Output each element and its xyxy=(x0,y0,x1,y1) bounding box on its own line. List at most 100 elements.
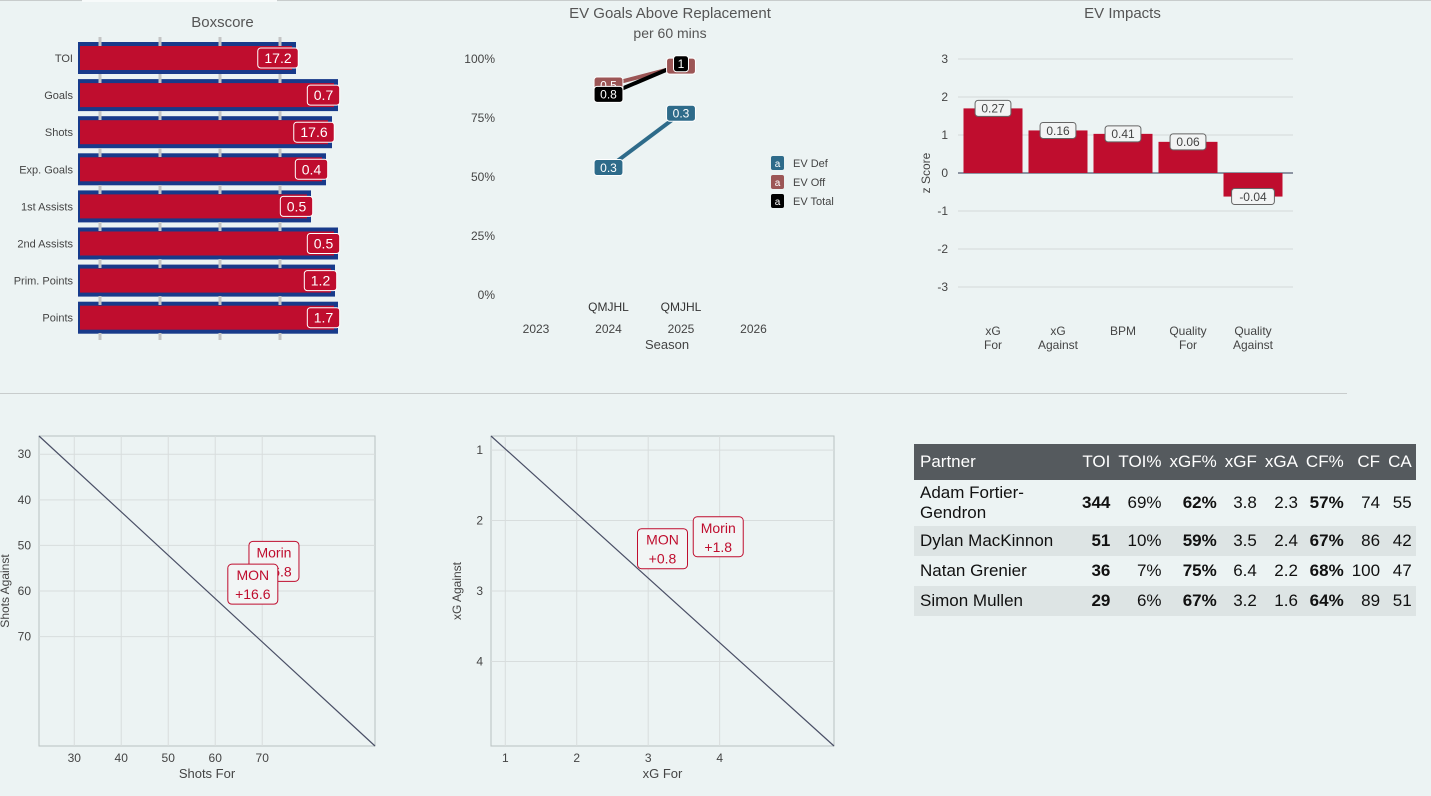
impacts-y-tick: 3 xyxy=(941,52,948,66)
header-xga[interactable]: xGA xyxy=(1260,444,1302,480)
gar-point-label-box xyxy=(673,55,689,73)
impacts-value-label: -0.04 xyxy=(1239,190,1267,204)
gar-legend-swatch xyxy=(771,194,784,208)
toi-pct-cell: 10% xyxy=(1114,526,1166,556)
boxscore-bar xyxy=(80,194,307,219)
boxscore-value-label: 17.2 xyxy=(264,50,291,66)
xgf-cell: 3.5 xyxy=(1220,526,1261,556)
gar-x-tick: 2026 xyxy=(740,322,767,336)
toi-cell: 51 xyxy=(1078,526,1115,556)
xga-cell: 2.2 xyxy=(1260,556,1302,586)
gar-league-label: QMJHL xyxy=(661,300,702,314)
partner-name: Simon Mullen xyxy=(914,586,1078,616)
boxscore-value-label-box xyxy=(294,158,329,180)
boxscore-value-label: 0.4 xyxy=(302,161,322,177)
scatter-y-tick: 3 xyxy=(476,584,483,598)
xgf-cell: 3.2 xyxy=(1220,586,1261,616)
partner-name: Natan Grenier xyxy=(914,556,1078,586)
xgf-cell: 6.4 xyxy=(1220,556,1261,586)
impacts-bar xyxy=(963,108,1023,173)
boxscore-category-label: 2nd Assists xyxy=(17,239,73,251)
header-ca[interactable]: CA xyxy=(1384,444,1416,480)
boxscore-bar xyxy=(80,120,328,145)
gar-y-tick: 25% xyxy=(471,229,495,243)
boxscore-value-label: 1.2 xyxy=(311,273,331,289)
gar-chart: 0% 25% 50% 75% 100% 2023 2024 2025 2026 QMJHL QMJH… xyxy=(464,52,834,352)
gar-legend-label: EV Total xyxy=(793,196,834,208)
boxscore-title: Boxscore xyxy=(191,14,254,31)
impacts-value-label: 0.16 xyxy=(1046,124,1070,138)
ca-cell: 42 xyxy=(1384,526,1416,556)
gar-legend-swatch xyxy=(771,156,784,170)
xga-cell: 2.4 xyxy=(1260,526,1302,556)
header-xgf[interactable]: xGF xyxy=(1220,444,1261,480)
xgf-pct-cell: 67% xyxy=(1165,586,1221,616)
scatter-point-box xyxy=(227,563,279,605)
scatter-point-name: Morin xyxy=(256,544,291,560)
boxscore-category-label: Prim. Points xyxy=(14,276,74,288)
toi-cell: 29 xyxy=(1078,586,1115,616)
header-partner[interactable]: Partner xyxy=(914,444,1078,480)
shots-scatter-chart: 30 40 50 60 70 30 40 50 60 70 Shots For Shots Again… xyxy=(0,435,376,781)
impacts-y-tick: -2 xyxy=(937,242,948,256)
scatter-y-tick: 1 xyxy=(476,443,483,457)
impacts-y-tick: 1 xyxy=(941,128,948,142)
top-divider xyxy=(0,0,1431,1)
ca-cell: 51 xyxy=(1384,586,1416,616)
cf-cell: 74 xyxy=(1347,480,1385,526)
gar-legend-label: EV Def xyxy=(793,158,829,170)
scatter-x-tick: 1 xyxy=(502,751,509,765)
boxscore-bar xyxy=(80,46,292,70)
scatter-point-value: +1.8 xyxy=(704,539,732,555)
partner-name: Dylan MacKinnon xyxy=(914,526,1078,556)
gar-y-tick: 75% xyxy=(471,111,495,125)
impacts-chart: 3 2 1 0 -1 -2 -3 z Score 0.27 xG For 0.16 xG Against 0… xyxy=(919,52,1293,352)
gar-legend-glyph: a xyxy=(775,197,781,208)
gar-x-tick: 2023 xyxy=(523,322,550,336)
toi-pct-cell: 69% xyxy=(1114,480,1166,526)
boxscore-bar xyxy=(80,231,334,256)
impacts-category-label: xG Against xyxy=(1038,324,1079,352)
gar-title: EV Goals Above Replacement xyxy=(569,5,771,22)
boxscore-bar xyxy=(80,268,331,293)
impacts-value-label: 0.06 xyxy=(1176,135,1200,149)
boxscore-value-label-box xyxy=(303,270,338,292)
scatter-x-tick: 60 xyxy=(209,751,223,765)
impacts-category-label: xG For xyxy=(984,324,1002,352)
cf-cell: 86 xyxy=(1347,526,1385,556)
scatter-y-axis-title: xG Against xyxy=(450,561,464,620)
boxscore-value-label: 0.7 xyxy=(314,87,334,103)
scatter-y-tick: 60 xyxy=(18,584,32,598)
table-header-row: Partner TOI TOI% xGF% xGF xGA CF% CF CA xyxy=(914,444,1416,480)
scatter-x-tick: 70 xyxy=(256,751,270,765)
boxscore-value-label: 1.7 xyxy=(314,310,334,326)
impacts-y-tick: -3 xyxy=(937,280,948,294)
scatter-point-value: +0.8 xyxy=(649,551,677,567)
impacts-value-label: 0.27 xyxy=(981,102,1005,116)
scatter-x-axis-title: xG For xyxy=(643,766,683,781)
boxscore-category-label: Points xyxy=(42,313,73,325)
impacts-value-label-box xyxy=(974,99,1012,117)
impacts-y-tick: 2 xyxy=(941,90,948,104)
impacts-y-tick: -1 xyxy=(937,204,948,218)
scatter-y-axis-title: Shots Against xyxy=(0,554,12,628)
toi-pct-cell: 7% xyxy=(1114,556,1166,586)
cf-pct-cell: 68% xyxy=(1301,556,1348,586)
header-cf-pct[interactable]: CF% xyxy=(1301,444,1348,480)
boxscore-value-label: 0.5 xyxy=(314,236,334,252)
scatter-x-tick: 3 xyxy=(645,751,652,765)
scatter-y-tick: 40 xyxy=(18,493,32,507)
header-xgf-pct[interactable]: xGF% xyxy=(1165,444,1221,480)
header-cf[interactable]: CF xyxy=(1347,444,1385,480)
scatter-diagonal-line xyxy=(490,435,835,747)
header-toi-pct[interactable]: TOI% xyxy=(1114,444,1166,480)
gar-x-tick: 2024 xyxy=(595,322,622,336)
scatter-point-value: +16.6 xyxy=(235,586,271,602)
boxscore-value-label-box xyxy=(306,233,341,254)
scatter-y-tick: 2 xyxy=(476,514,483,528)
impacts-value-label-box xyxy=(1169,133,1207,151)
xga-cell: 1.6 xyxy=(1260,586,1302,616)
header-toi[interactable]: TOI xyxy=(1078,444,1115,480)
scatter-y-tick: 50 xyxy=(18,538,32,552)
toi-pct-cell: 6% xyxy=(1114,586,1166,616)
